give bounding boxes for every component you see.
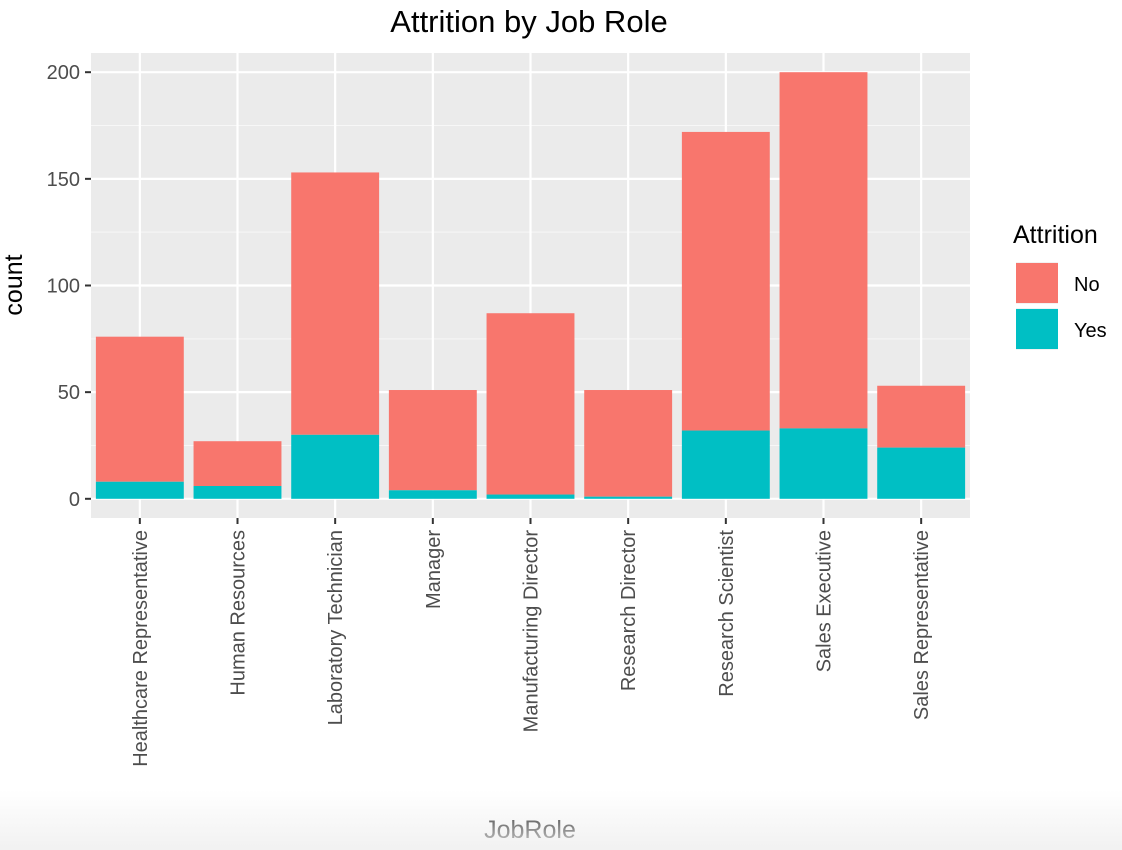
bar-yes: [388, 490, 477, 499]
bar-no: [681, 131, 770, 431]
y-tick-label: 200: [47, 62, 80, 84]
y-tick-label: 50: [58, 382, 80, 404]
x-tick-label: Laboratory Technician: [325, 530, 347, 725]
bar-yes: [95, 481, 184, 499]
y-axis: 0 50 100 150 200: [47, 62, 91, 511]
bar-yes: [681, 430, 770, 499]
bar-no: [877, 385, 966, 448]
y-tick-label: 100: [47, 276, 80, 298]
bar-yes: [291, 434, 380, 499]
bar-no: [779, 72, 868, 429]
x-tick-label: Human Resources: [228, 530, 250, 696]
y-tick-label: 0: [69, 489, 80, 511]
bars: [95, 72, 966, 499]
bar-yes: [877, 447, 966, 499]
bar-yes: [584, 496, 673, 499]
bar-no: [291, 172, 380, 435]
y-axis-title: count: [0, 254, 28, 315]
x-tick-label: Healthcare Representative: [130, 530, 152, 767]
chart-title: Attrition by Job Role: [390, 4, 667, 39]
x-axis-title: JobRole: [484, 816, 576, 844]
bar-no: [486, 313, 575, 495]
x-axis: Healthcare Representative Human Resources…: [130, 518, 933, 767]
legend-label-no: No: [1074, 274, 1100, 296]
legend: Attrition No Yes: [1013, 221, 1107, 350]
plot-panel: [91, 53, 970, 518]
legend-swatch-no: [1016, 263, 1058, 303]
y-tick-label: 150: [47, 169, 80, 191]
bar-no: [95, 336, 184, 482]
x-tick-label: Manager: [423, 530, 445, 609]
bar-no: [584, 390, 673, 497]
bar-yes: [486, 494, 575, 499]
x-tick-label: Sales Executive: [814, 530, 836, 672]
legend-label-yes: Yes: [1074, 320, 1107, 342]
x-tick-label: Manufacturing Director: [521, 530, 543, 733]
legend-title: Attrition: [1013, 221, 1098, 249]
bar-yes: [193, 486, 282, 499]
x-tick-label: Research Director: [618, 530, 640, 692]
legend-swatch-yes: [1016, 309, 1058, 349]
x-tick-label: Research Scientist: [716, 530, 738, 697]
legend-items: No Yes: [1016, 262, 1107, 350]
bar-no: [388, 390, 477, 491]
x-tick-label: Sales Representative: [911, 530, 933, 720]
bar-yes: [779, 428, 868, 499]
bar-no: [193, 441, 282, 487]
